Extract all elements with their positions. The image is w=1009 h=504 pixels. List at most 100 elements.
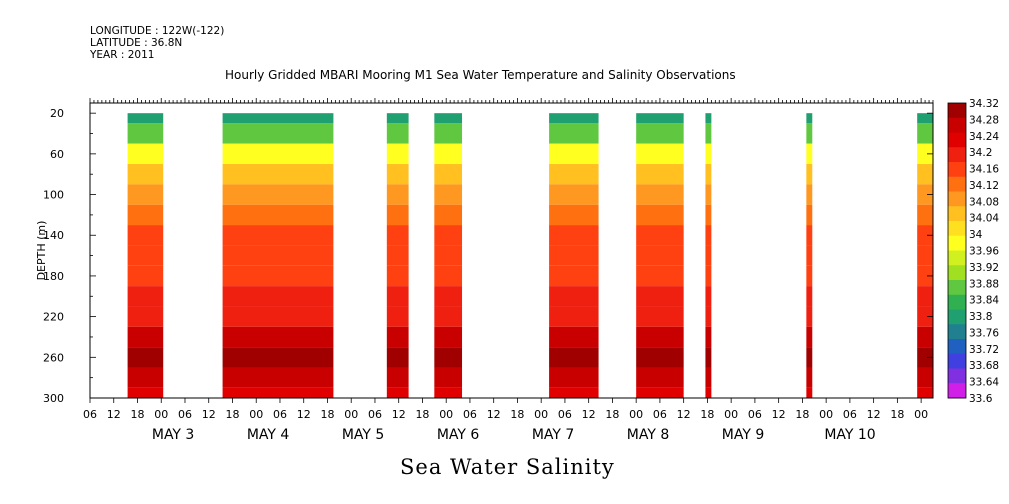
- data-cell-7-3: [806, 164, 813, 185]
- y-tick-label: 60: [50, 148, 64, 161]
- x-tick-label: 18: [890, 408, 904, 421]
- data-cell-3-5: [434, 204, 463, 226]
- data-cell-1-9: [222, 286, 334, 307]
- data-cell-0-0: [127, 113, 164, 124]
- x-tick-label: 18: [320, 408, 334, 421]
- data-cell-7-12: [806, 347, 813, 368]
- colorbar-label: 34.12: [969, 180, 999, 192]
- data-cell-4-11: [549, 326, 599, 348]
- data-cell-4-10: [549, 306, 599, 327]
- data-cell-1-1: [222, 123, 334, 144]
- data-cell-7-7: [806, 245, 813, 266]
- data-cell-0-7: [127, 245, 164, 266]
- x-tick-label: 00: [914, 408, 928, 421]
- data-cell-6-12: [705, 347, 712, 368]
- data-cell-6-9: [705, 286, 712, 307]
- colorbar-swatch: [948, 309, 966, 325]
- data-cell-6-8: [705, 265, 712, 287]
- colorbar-label: 33.76: [969, 327, 999, 339]
- colorbar-label: 33.68: [969, 360, 999, 372]
- data-cell-1-8: [222, 265, 334, 287]
- data-cell-6-6: [705, 225, 712, 246]
- data-cell-6-2: [705, 143, 712, 165]
- colorbar-swatch: [948, 176, 966, 192]
- year-label: YEAR : 2011: [90, 49, 155, 61]
- data-cell-3-8: [434, 265, 463, 287]
- y-tick-label: 140: [43, 229, 64, 242]
- data-cell-5-7: [636, 245, 684, 266]
- data-cell-3-11: [434, 326, 463, 348]
- x-tick-label: 06: [273, 408, 287, 421]
- colorbar-label: 34.2: [969, 147, 992, 159]
- x-tick-label: 06: [83, 408, 97, 421]
- x-tick-label: 00: [344, 408, 358, 421]
- colorbar-swatch: [948, 368, 966, 384]
- y-tick-label: 260: [43, 351, 64, 364]
- data-cell-4-4: [549, 184, 599, 205]
- data-cell-3-14: [434, 387, 463, 398]
- colorbar-frame: [947, 102, 967, 399]
- data-cell-8-6: [917, 225, 933, 246]
- x-tick-label: 06: [748, 408, 762, 421]
- data-cell-7-9: [806, 286, 813, 307]
- data-cell-5-4: [636, 184, 684, 205]
- x-tick-label: 12: [867, 408, 881, 421]
- x-tick-label: 18: [510, 408, 524, 421]
- data-cell-4-13: [549, 367, 599, 388]
- colorbar-swatch: [948, 191, 966, 207]
- data-cell-2-2: [386, 143, 409, 165]
- data-cell-1-12: [222, 347, 334, 368]
- data-cell-6-0: [705, 113, 712, 124]
- data-cell-0-3: [127, 164, 164, 185]
- data-cell-8-13: [917, 367, 933, 388]
- colorbar-swatch: [948, 383, 966, 399]
- colorbar-label: 34.08: [969, 196, 999, 208]
- data-cell-3-2: [434, 143, 463, 165]
- data-cell-8-7: [917, 245, 933, 266]
- data-cell-3-12: [434, 347, 463, 368]
- x-tick-label: 06: [653, 408, 667, 421]
- data-cell-2-7: [386, 245, 409, 266]
- colorbar-label: 34.24: [969, 131, 999, 143]
- data-cell-6-3: [705, 164, 712, 185]
- data-cell-3-7: [434, 245, 463, 266]
- data-cell-5-1: [636, 123, 684, 144]
- data-cell-4-12: [549, 347, 599, 368]
- plot-frame: [89, 102, 934, 399]
- data-cell-3-0: [434, 113, 463, 124]
- data-cell-4-7: [549, 245, 599, 266]
- data-cell-3-13: [434, 367, 463, 388]
- x-tick-label: 12: [582, 408, 596, 421]
- data-cell-8-1: [917, 123, 933, 144]
- data-cell-1-14: [222, 387, 334, 398]
- data-cell-4-8: [549, 265, 599, 287]
- data-cell-5-10: [636, 306, 684, 327]
- data-cell-7-0: [806, 113, 813, 124]
- colorbar-label: 33.88: [969, 278, 999, 290]
- data-cell-2-1: [386, 123, 409, 144]
- data-cell-7-10: [806, 306, 813, 327]
- data-cell-6-5: [705, 204, 712, 226]
- colorbar-swatch: [948, 147, 966, 163]
- colorbar-label: 33.64: [969, 377, 999, 389]
- data-cell-2-0: [386, 113, 409, 124]
- data-cell-8-10: [917, 306, 933, 327]
- x-tick-label: 06: [368, 408, 382, 421]
- day-label: MAY 5: [342, 427, 384, 443]
- data-cell-5-9: [636, 286, 684, 307]
- data-cell-0-11: [127, 326, 164, 348]
- data-cell-8-2: [917, 143, 933, 165]
- data-cell-4-9: [549, 286, 599, 307]
- x-tick-label: 18: [225, 408, 239, 421]
- data-cell-8-0: [917, 113, 933, 124]
- colorbar-label: 34: [969, 229, 983, 241]
- colorbar-label: 34.28: [969, 114, 999, 126]
- colorbar-label: 33.92: [969, 262, 999, 274]
- colorbar-label: 34.04: [969, 213, 999, 225]
- data-cell-0-5: [127, 204, 164, 226]
- colorbar-label: 33.96: [969, 246, 999, 258]
- day-label: MAY 8: [627, 427, 669, 443]
- data-cell-7-2: [806, 143, 813, 165]
- data-cell-2-12: [386, 347, 409, 368]
- data-cell-6-1: [705, 123, 712, 144]
